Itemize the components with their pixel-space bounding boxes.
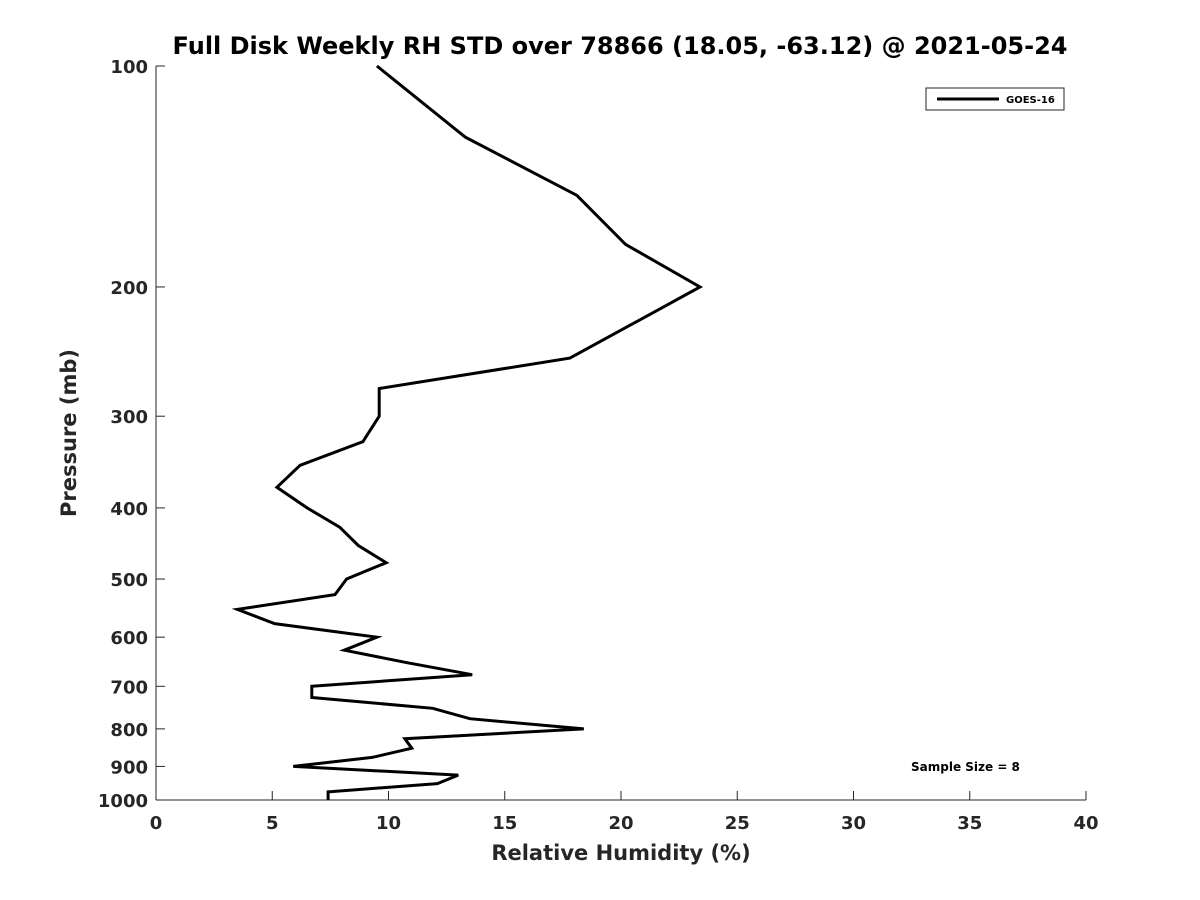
x-tick-label: 30 <box>841 813 866 834</box>
legend-label: GOES-16 <box>1006 95 1055 106</box>
sample-size-annotation: Sample Size = 8 <box>911 760 1020 774</box>
y-tick-label: 1000 <box>98 791 148 812</box>
x-tick-label: 20 <box>608 813 633 834</box>
x-tick-label: 15 <box>492 813 517 834</box>
x-tick-label: 40 <box>1073 813 1098 834</box>
x-tick-label: 35 <box>957 813 982 834</box>
legend: GOES-16 <box>925 87 1065 111</box>
x-ticks: 0 5 10 15 20 25 30 35 40 <box>150 791 1099 834</box>
y-axis-label: Pressure (mb) <box>57 349 81 517</box>
series-layer <box>231 64 704 800</box>
chart-title: Full Disk Weekly RH STD over 78866 (18.0… <box>173 32 1068 60</box>
y-ticks: 100 200 300 400 500 600 700 800 900 1000 <box>98 57 165 812</box>
x-tick-label: 0 <box>150 813 163 834</box>
series-line-goes-16 <box>231 64 704 800</box>
y-tick-label: 300 <box>110 407 148 428</box>
y-tick-label: 600 <box>110 628 148 649</box>
y-tick-label: 400 <box>110 499 148 520</box>
x-axis-label: Relative Humidity (%) <box>491 841 750 865</box>
y-tick-label: 200 <box>110 278 148 299</box>
x-tick-label: 10 <box>376 813 401 834</box>
y-tick-label: 900 <box>110 757 148 778</box>
y-tick-label: 100 <box>110 57 148 78</box>
y-tick-label: 700 <box>110 677 148 698</box>
y-tick-label: 800 <box>110 720 148 741</box>
x-tick-label: 5 <box>266 813 279 834</box>
x-tick-label: 25 <box>725 813 750 834</box>
y-tick-label: 500 <box>110 570 148 591</box>
